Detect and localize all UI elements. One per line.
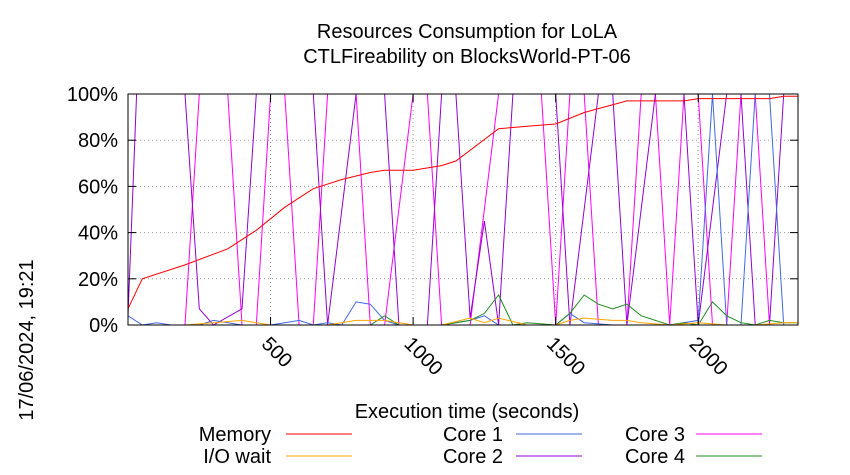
series-lines <box>127 93 798 326</box>
grid <box>128 93 798 326</box>
series-line-memory <box>127 95 798 310</box>
ticks <box>128 93 798 326</box>
chart-subtitle: CTLFireability on BlocksWorld-PT-06 <box>303 46 631 68</box>
legend-label-memory: Memory <box>199 424 271 446</box>
x-tick-label: 1500 <box>542 333 589 380</box>
timestamp: 17/06/2024, 19:21 <box>16 259 38 420</box>
y-tick-label: 60% <box>78 176 118 198</box>
chart-title-group: Resources Consumption for LoLA CTLFireab… <box>303 21 631 68</box>
y-tick-label: 80% <box>78 130 118 152</box>
legend-label-i-o-wait: I/O wait <box>203 446 271 468</box>
y-tick-label: 20% <box>78 269 118 291</box>
x-axis-label: Execution time (seconds) <box>355 401 580 423</box>
y-tick-label: 0% <box>89 315 118 337</box>
series-line-core-2 <box>127 93 798 326</box>
legend-label-core-3: Core 3 <box>625 424 685 446</box>
x-tick-label: 1000 <box>400 333 447 380</box>
x-tick-label: 500 <box>257 333 296 372</box>
x-tick-label: 2000 <box>685 333 732 380</box>
series-line-i-o-wait <box>128 317 798 326</box>
tick-labels: 0% 20% 40% 60% 80% 100% 500 1000 1500 2000 <box>67 84 732 380</box>
y-tick-label: 40% <box>78 223 118 245</box>
chart-title: Resources Consumption for LoLA <box>317 21 618 43</box>
y-tick-label: 100% <box>67 84 118 106</box>
legend-label-core-1: Core 1 <box>443 424 503 446</box>
plot-frame <box>127 93 799 326</box>
legend-label-core-2: Core 2 <box>443 446 503 468</box>
legend-label-core-4: Core 4 <box>625 446 685 468</box>
